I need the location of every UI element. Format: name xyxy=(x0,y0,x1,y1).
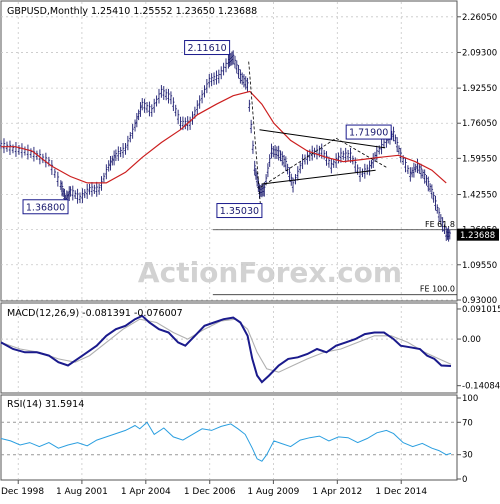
macd-label: MACD(12,26,9) -0.081391 -0.076007 xyxy=(7,308,183,319)
macd-line xyxy=(0,314,452,384)
rsi-line xyxy=(0,421,452,462)
x-tick-label: 1 Apr 2012 xyxy=(312,487,362,497)
y-tick-label: 1.59550 xyxy=(462,154,497,164)
macd-y-tick-label: 0.091015 xyxy=(462,305,500,315)
y-tick-label: 2.09300 xyxy=(462,48,497,58)
price-callout-box xyxy=(22,199,69,215)
price-callout-text: 2.11610 xyxy=(187,43,226,54)
current-price-text: 1.23688 xyxy=(460,231,495,241)
wedge-upper-line xyxy=(259,129,386,149)
chart-marks xyxy=(0,50,457,462)
rsi-grid xyxy=(1,398,457,479)
price-callout-text: 1.35030 xyxy=(220,206,259,217)
rsi-y-tick-label: 70 xyxy=(462,418,473,428)
price-callout-box xyxy=(216,203,263,219)
rsi-panel-frame xyxy=(0,394,458,481)
rsi-y-tick-label: 30 xyxy=(462,451,473,461)
fib-extension-label: FE 100.0 xyxy=(420,285,455,294)
macd-y-tick-label: 0.00 xyxy=(462,335,481,345)
wedge-lower-line xyxy=(261,169,376,185)
macd-panel-frame xyxy=(0,302,458,394)
x-tick-label: 1 Dec 2014 xyxy=(375,487,427,497)
y-tick-label: 0.93000 xyxy=(462,296,497,306)
rsi-y-tick-label: 0 xyxy=(462,475,467,485)
y-tick-label: 2.26050 xyxy=(462,13,497,23)
fib-extension-label: FE 61.8 xyxy=(425,220,455,229)
y-tick-label: 1.76050 xyxy=(462,119,497,129)
price-callout-text: 1.36800 xyxy=(26,202,65,213)
current-price-tag xyxy=(457,228,499,241)
price-callout-box xyxy=(345,124,392,140)
x-tick-label: 1 Aug 2001 xyxy=(56,487,108,497)
y-tick-label: 1.92550 xyxy=(462,84,497,94)
wave-dashed-line xyxy=(248,61,262,209)
watermark: ActionForex.com xyxy=(138,256,402,289)
macd-grid xyxy=(1,306,457,392)
rsi-label: RSI(14) 31.5914 xyxy=(7,399,84,410)
rsi-y-tick-label: 100 xyxy=(462,394,478,404)
y-tick-label: 1.09550 xyxy=(462,261,497,271)
x-tick-label: 1 Dec 2006 xyxy=(184,487,236,497)
chart-labels: 1 Dec 1998 1 Aug 2001 1 Apr 2004 1 Dec 2006… xyxy=(0,13,500,497)
moving-average-line xyxy=(1,90,447,184)
chart-title: GBPUSD,Monthly 1.25410 1.25552 1.23650 1… xyxy=(7,6,257,17)
y-tick-label: 1.42550 xyxy=(462,191,497,201)
price-callout-text: 1.71900 xyxy=(349,128,388,139)
price-callout-box xyxy=(184,40,231,56)
x-tick-label: 1 Apr 2004 xyxy=(121,487,171,497)
main-panel-frame xyxy=(0,0,458,302)
x-tick-label: 1 Dec 1998 xyxy=(0,487,44,497)
x-tick-label: 1 Aug 2009 xyxy=(247,487,299,497)
macd-y-tick-label: -0.140843 xyxy=(462,382,500,392)
